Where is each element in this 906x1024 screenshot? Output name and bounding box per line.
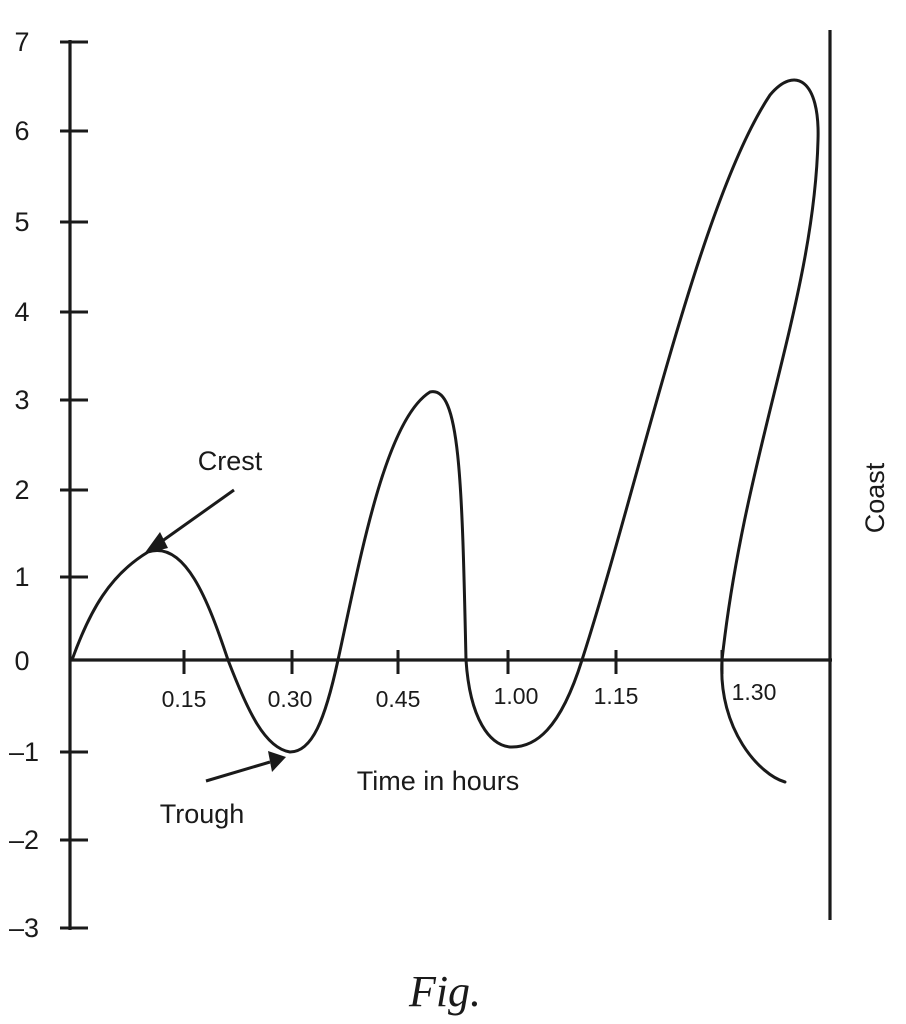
crest-label: Crest: [198, 446, 263, 476]
x-tick-label: 0.30: [268, 686, 313, 712]
y-tick-label: 2: [14, 475, 29, 505]
figure-caption: Fig.: [408, 967, 481, 1016]
y-tick-label: –3: [9, 913, 39, 943]
trough-arrow: [205, 760, 271, 783]
y-tick-label: 4: [14, 297, 29, 327]
y-tick-label: –2: [9, 825, 39, 855]
x-tick-group: 0.15 0.30 0.45 1.00 1.15 1.30: [162, 650, 777, 712]
x-axis-label: Time in hours: [357, 766, 520, 796]
x-tick-label: 0.15: [162, 686, 207, 712]
x-tick-label: 1.00: [494, 683, 539, 709]
x-tick-label: 0.45: [376, 686, 421, 712]
y-tick-label: –1: [9, 737, 39, 767]
trough-label: Trough: [160, 799, 245, 829]
trough-arrowhead: [268, 751, 286, 772]
y-tick-label: 6: [14, 116, 29, 146]
x-tick-label: 1.30: [732, 679, 777, 705]
wave-curve: [70, 78, 820, 784]
y-tick-label: 3: [14, 385, 29, 415]
crest-arrow: [157, 488, 235, 546]
crest-arrowhead: [144, 532, 168, 554]
y-tick-label: 0: [14, 646, 29, 676]
x-tick-label: 1.15: [594, 683, 639, 709]
y-tick-label: 5: [14, 207, 29, 237]
y-tick-group: 7 6 5 4 3 2 1 0 –1 –2 –3: [9, 27, 88, 943]
coast-label: Coast: [860, 462, 890, 533]
y-tick-label: 7: [14, 27, 29, 57]
y-tick-label: 1: [14, 562, 29, 592]
